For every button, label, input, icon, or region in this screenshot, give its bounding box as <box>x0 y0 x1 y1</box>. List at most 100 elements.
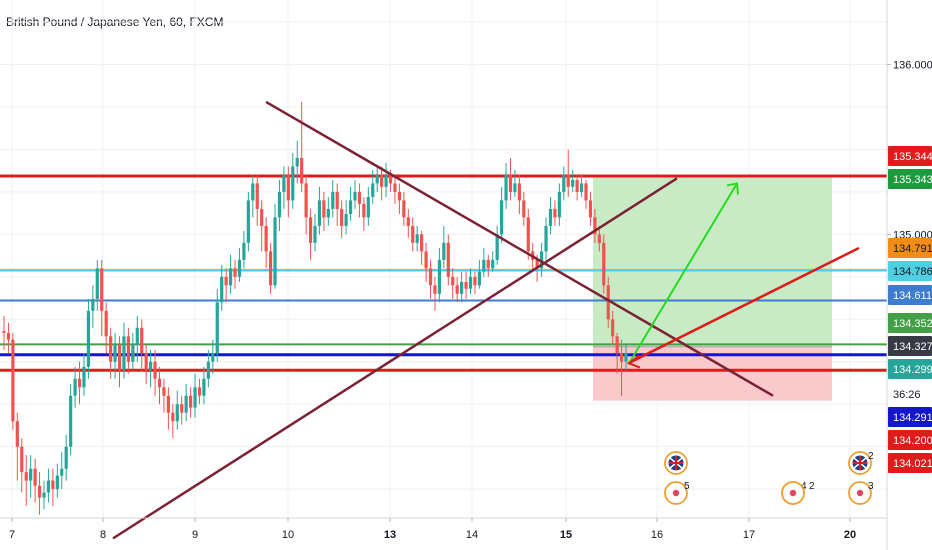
candle-body <box>149 361 153 371</box>
candle-body <box>224 276 228 286</box>
candle-body <box>117 344 122 371</box>
candle-body <box>375 174 379 184</box>
price-label-text: 134.611 <box>893 290 932 302</box>
candle-body <box>344 213 348 226</box>
candle-body <box>251 183 255 201</box>
price-label-tag <box>888 359 932 379</box>
candle-body <box>197 387 202 396</box>
event-markers: 5 4 223 <box>664 451 874 505</box>
candle-body <box>486 259 490 269</box>
candle-body <box>180 404 184 413</box>
candle-body <box>104 310 108 337</box>
candle-body <box>406 217 410 226</box>
candle-body <box>64 446 68 469</box>
candle-body <box>353 191 357 201</box>
price-label-tag <box>888 146 932 166</box>
candle-body <box>46 480 51 493</box>
candle-body <box>282 174 286 192</box>
candle-body <box>6 332 11 340</box>
candle-body <box>388 174 393 184</box>
candle-body <box>162 387 166 396</box>
price-axis[interactable]: 136.000135.500135.000135.344135.343134.7… <box>886 0 932 550</box>
candle-body <box>331 191 335 209</box>
candle-body <box>513 183 517 192</box>
price-label-tag <box>888 285 932 305</box>
candle-body <box>393 183 397 192</box>
event-dot-icon <box>672 489 680 497</box>
candle-body <box>460 281 464 294</box>
candle-body <box>153 361 157 379</box>
price-label-text: 134.299 <box>893 364 932 376</box>
candle-body <box>611 319 615 337</box>
candle-body <box>295 157 299 167</box>
candle-body <box>11 339 15 422</box>
time-axis[interactable]: 7 8 9 10 13 14 15 16 17 20 <box>0 517 887 541</box>
candle-body <box>215 302 219 354</box>
candle-body <box>557 191 561 218</box>
candle-body <box>144 353 148 371</box>
price-label-tag <box>888 238 932 258</box>
candle-body <box>522 200 526 218</box>
candle-body <box>571 180 575 187</box>
candle-body <box>348 200 353 214</box>
time-tick-label: 14 <box>466 529 478 541</box>
candle-body <box>566 174 570 187</box>
price-label-text: 36:26 <box>893 389 921 401</box>
price-label-text: 135.343 <box>893 174 932 186</box>
candle-body <box>437 259 441 294</box>
event-count: 2 <box>809 481 815 492</box>
candle-body <box>371 183 375 198</box>
time-tick-label: 9 <box>192 529 198 541</box>
candle-body <box>291 166 295 201</box>
price-label-tag <box>888 430 932 450</box>
candle-body <box>593 217 597 235</box>
event-count: 2 <box>868 451 874 462</box>
time-tick-label: 10 <box>282 529 294 541</box>
candle-body <box>277 191 282 218</box>
candle-body <box>539 251 544 269</box>
candle-body <box>455 285 459 294</box>
projection-arrowhead <box>726 182 739 195</box>
candle-body <box>126 336 130 362</box>
price-label-tag <box>888 313 932 333</box>
candle-body <box>189 395 193 408</box>
candle-body <box>206 361 210 379</box>
candles <box>2 101 628 515</box>
candle-body <box>322 200 326 218</box>
candle-body <box>415 234 419 243</box>
price-label-text: 134.291 <box>893 412 932 424</box>
candle-body <box>42 492 46 498</box>
event-count: 4 <box>801 481 807 492</box>
trend-lines <box>112 100 860 540</box>
price-label-text: 135.344 <box>893 151 932 163</box>
candle-body <box>91 298 95 311</box>
candle-body <box>495 234 499 260</box>
candle-body <box>491 259 495 269</box>
candle-body <box>268 251 273 286</box>
candle-body <box>473 276 477 286</box>
price-tick-label: 136.000 <box>893 60 932 72</box>
candle-body <box>500 200 504 235</box>
candle-body <box>260 208 264 226</box>
candle-body <box>602 242 606 286</box>
candle-body <box>562 174 566 192</box>
candle-body <box>357 191 362 204</box>
candle-body <box>508 174 513 192</box>
candle-body <box>86 310 91 367</box>
candle-body <box>606 285 610 320</box>
trend-line <box>627 246 860 365</box>
time-tick-label: 20 <box>844 529 856 541</box>
candle-body <box>420 234 424 252</box>
candle-body <box>82 366 86 388</box>
candle-body <box>246 200 250 243</box>
time-tick-label: 7 <box>9 529 15 541</box>
candle-body <box>100 268 104 311</box>
profit-zone <box>593 176 832 347</box>
trend-line <box>265 100 774 397</box>
price-label-tag <box>888 169 932 189</box>
candle-body <box>402 200 406 218</box>
candle-body <box>300 157 304 184</box>
candle-body <box>140 327 144 354</box>
candle-body <box>362 203 366 218</box>
